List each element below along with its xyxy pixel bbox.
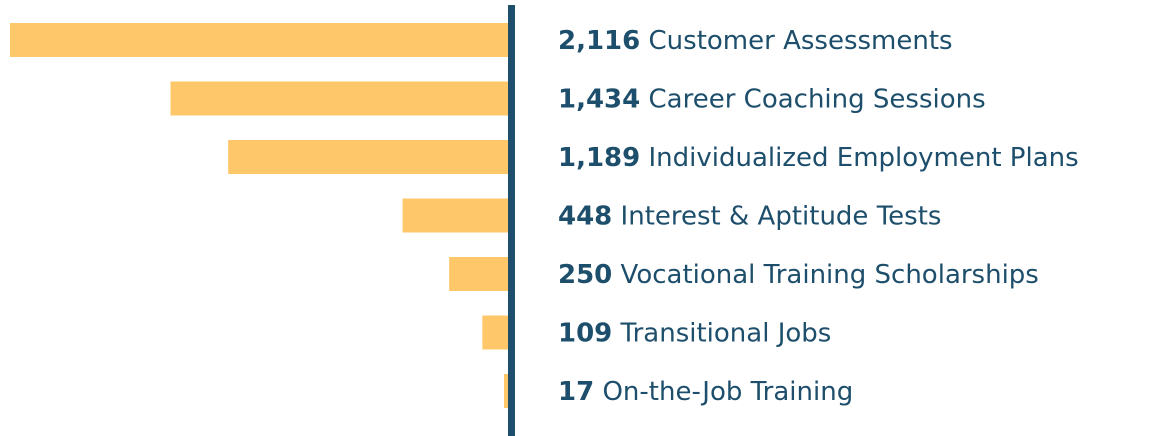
category-label: Career Coaching Sessions <box>649 84 986 114</box>
value-label: 250 <box>558 260 612 290</box>
bar <box>482 315 508 350</box>
bar <box>503 374 508 408</box>
bar-label: 1,189 Individualized Employment Plans <box>558 143 1079 173</box>
value-label: 2,116 <box>558 26 640 56</box>
bar-label: 109 Transitional Jobs <box>558 318 831 348</box>
bar <box>402 198 508 233</box>
category-label: Vocational Training Scholarships <box>621 260 1039 290</box>
value-label: 448 <box>558 201 612 231</box>
category-label: Transitional Jobs <box>620 318 832 348</box>
bar <box>170 81 509 116</box>
bar <box>449 257 508 291</box>
value-label: 1,189 <box>558 143 640 173</box>
bar-label: 17 On-the-Job Training <box>558 377 853 407</box>
bar <box>228 140 508 174</box>
bar-label: 448 Interest & Aptitude Tests <box>558 201 941 231</box>
category-label: On-the-Job Training <box>602 377 853 407</box>
bar-label: 2,116 Customer Assessments <box>558 26 953 56</box>
bar <box>10 23 508 57</box>
bar-label: 1,434 Career Coaching Sessions <box>558 84 986 114</box>
axis-line <box>508 5 515 436</box>
category-label: Interest & Aptitude Tests <box>621 201 942 231</box>
category-label: Customer Assessments <box>649 26 953 56</box>
bar-label: 250 Vocational Training Scholarships <box>558 260 1039 290</box>
value-label: 1,434 <box>558 84 640 114</box>
value-label: 109 <box>558 318 612 348</box>
category-label: Individualized Employment Plans <box>649 143 1079 173</box>
value-label: 17 <box>558 377 594 407</box>
